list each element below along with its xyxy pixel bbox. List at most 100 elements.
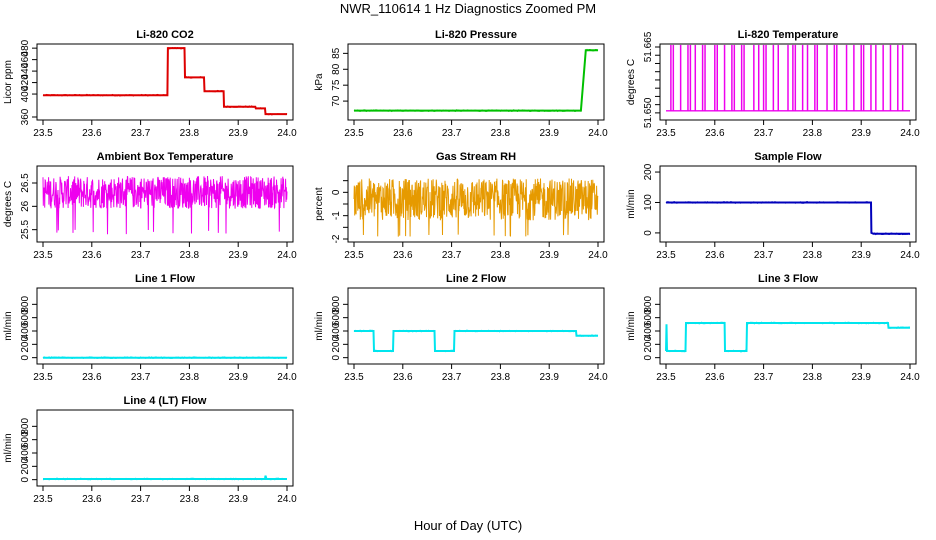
x-tick-label: 23.5 (656, 372, 676, 383)
data-series (42, 356, 288, 360)
plot-frame (347, 287, 605, 365)
y-tick-label: 200 (20, 336, 31, 353)
x-tick-label: 24.0 (588, 372, 608, 383)
y-axis-label: ml/min (314, 311, 325, 340)
panel-5: Gas Stream RH 23.5 23.6 23.7 23.8 23.9 24.0 -2 -… (314, 151, 608, 261)
x-tick-label: 24.0 (277, 494, 297, 505)
series-detail (587, 48, 599, 52)
data-series (42, 46, 288, 116)
y-tick-label: 600 (643, 309, 654, 326)
series-detail (393, 329, 435, 333)
series-detail (167, 46, 185, 50)
series-detail (255, 107, 266, 110)
x-tick-label: 23.8 (180, 494, 200, 505)
y-axis-label: percent (314, 187, 325, 221)
x-tick-label: 23.5 (344, 128, 364, 139)
data-series (665, 201, 911, 236)
series-detail (265, 113, 288, 116)
series-detail (724, 349, 747, 353)
x-tick-label: 23.6 (705, 250, 725, 261)
panel-10: Line 4 (LT) Flow 23.5 23.6 23.7 23.8 23.9 24.0… (3, 395, 297, 505)
x-tick-label: 23.5 (344, 250, 364, 261)
x-tick-label: 23.5 (33, 372, 53, 383)
y-tick-label: 200 (331, 336, 342, 353)
series-detail (585, 48, 589, 52)
y-axis-label: ml/min (626, 189, 637, 218)
panel-title: Line 1 Flow (135, 273, 195, 285)
x-tick-label: 23.6 (393, 128, 413, 139)
panel-title: Sample Flow (754, 151, 822, 163)
y-tick-label: 600 (20, 309, 31, 326)
series-line (42, 175, 288, 235)
x-tick-label: 24.0 (277, 128, 297, 139)
x-tick-label: 23.9 (539, 372, 559, 383)
series-detail (353, 109, 577, 113)
panel-title: Line 3 Flow (758, 273, 818, 285)
series-detail (373, 349, 394, 353)
x-tick-label: 23.7 (442, 250, 462, 261)
y-tick-label: 400 (643, 322, 654, 339)
plot-frame (347, 43, 605, 121)
y-tick-label: 600 (20, 431, 31, 448)
panel-2: Li-820 Pressure 23.5 23.6 23.7 23.8 23.9 24.0 7… (314, 29, 608, 139)
y-tick-label: 26.5 (20, 173, 31, 193)
plot-frame (659, 165, 917, 243)
y-axis-label: Licor ppm (3, 60, 14, 104)
x-tick-label: 23.9 (851, 128, 871, 139)
y-tick-label: 0 (331, 189, 342, 195)
plot-frame (36, 409, 294, 487)
y-tick-label: 400 (331, 322, 342, 339)
y-tick-label: 600 (331, 309, 342, 326)
y-tick-label: 480 (20, 39, 31, 56)
x-tick-label: 23.6 (82, 128, 102, 139)
series-detail (665, 201, 872, 204)
x-tick-label: 23.7 (131, 250, 151, 261)
x-tick-label: 23.9 (228, 250, 248, 261)
y-tick-label: -2 (331, 234, 342, 243)
plot-frame (659, 287, 917, 365)
series-detail (204, 89, 224, 93)
y-tick-label: 400 (20, 322, 31, 339)
series-line (354, 49, 598, 112)
x-axis-title: Hour of Day (UTC) (413, 518, 523, 533)
panel-3: Li-820 Temperature 23.5 23.6 23.7 23.8 23.9 24… (626, 29, 920, 139)
plot-frame (36, 43, 294, 121)
plot-frame (36, 165, 294, 243)
x-tick-label: 23.8 (803, 372, 823, 383)
y-tick-label: 200 (643, 336, 654, 353)
x-tick-label: 23.6 (82, 250, 102, 261)
panel-1: Li-820 CO2 23.5 23.6 23.7 23.8 23.9 24.0 360 400… (3, 29, 297, 139)
y-tick-label: 0 (20, 476, 31, 482)
panel-4: Ambient Box Temperature 23.5 23.6 23.7 23.8 2… (3, 151, 297, 261)
x-tick-label: 23.8 (491, 372, 511, 383)
figure-title: NWR_110614 1 Hz Diagnostics Zoomed PM (339, 1, 597, 16)
series-detail (454, 329, 577, 333)
plot-frame (659, 43, 917, 121)
series-detail (353, 329, 374, 333)
x-tick-label: 23.5 (344, 372, 364, 383)
panel-title: Gas Stream RH (436, 151, 516, 163)
x-tick-label: 23.6 (705, 372, 725, 383)
y-tick-label: 85 (331, 47, 342, 59)
panel-8: Line 2 Flow 23.5 23.6 23.7 23.8 23.9 24.0 02004… (314, 273, 608, 383)
panel-title: Li-820 CO2 (136, 29, 193, 41)
series-detail (575, 110, 582, 112)
data-series (42, 475, 288, 481)
x-tick-label: 23.9 (539, 250, 559, 261)
y-tick-label: 0 (20, 354, 31, 360)
x-tick-label: 23.7 (754, 372, 774, 383)
x-tick-label: 23.7 (442, 372, 462, 383)
panel-9: Line 3 Flow 23.5 23.6 23.7 23.8 23.9 24.0 02004… (626, 273, 920, 383)
data-series (666, 44, 910, 112)
x-tick-label: 23.9 (228, 372, 248, 383)
y-tick-label: 0 (331, 354, 342, 360)
y-tick-label: 200 (643, 163, 654, 180)
x-tick-label: 23.6 (82, 372, 102, 383)
x-tick-label: 23.5 (656, 250, 676, 261)
data-series (353, 48, 599, 113)
x-tick-label: 23.9 (851, 250, 871, 261)
y-axis-label: ml/min (3, 433, 14, 462)
x-tick-label: 23.8 (803, 128, 823, 139)
x-tick-label: 23.6 (82, 494, 102, 505)
x-tick-label: 23.7 (442, 128, 462, 139)
